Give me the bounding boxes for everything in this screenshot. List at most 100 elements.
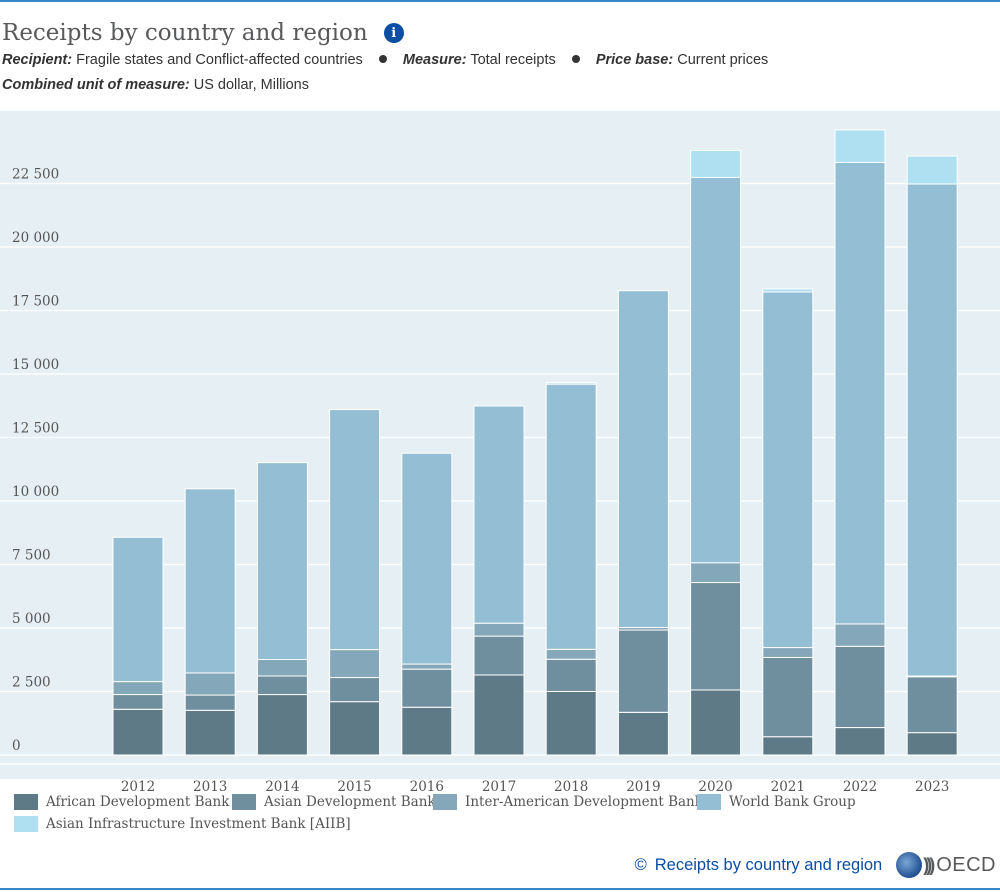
bar-segment (906, 732, 958, 756)
bar-segment (329, 701, 381, 756)
x-tick-label: 2017 (482, 779, 516, 792)
bar-segment (545, 658, 597, 693)
bar-segment (256, 658, 308, 677)
bar-segment (617, 711, 669, 756)
x-tick-label: 2019 (626, 779, 660, 792)
recipient-label: Recipient: (2, 52, 73, 68)
y-tick-label: 20 000 (12, 230, 59, 246)
bar-segment (690, 562, 742, 584)
bar-segment (401, 668, 453, 708)
bar-segment (401, 663, 453, 670)
x-tick-label: 2016 (410, 779, 444, 792)
y-tick-label: 12 500 (12, 421, 59, 437)
info-icon[interactable]: i (383, 23, 404, 43)
bar-segment (690, 582, 742, 691)
bar-segment (617, 629, 669, 713)
bar-segment (401, 452, 453, 665)
separator-dot (571, 55, 580, 64)
chart: 0 2 500 5 000 7 500 10 000 12 500 15 000 17 500… (0, 111, 1000, 792)
bar-segment (762, 291, 814, 649)
bar-segment (256, 675, 308, 696)
bar-segment (184, 709, 236, 756)
y-tick-label: 7 500 (12, 548, 51, 564)
price-base-value: Current prices (677, 52, 769, 68)
y-tick-label: 5 000 (12, 611, 51, 627)
legend-item[interactable]: Inter-American Development Bank (433, 794, 703, 810)
oecd-logo: ))) OECD (896, 852, 996, 878)
bar-segment (112, 536, 164, 683)
bar-segment (906, 183, 958, 677)
unit-value: US dollar, Millions (193, 77, 309, 93)
bar-segment (834, 129, 886, 163)
bar-segment (256, 462, 308, 660)
price-base-label: Price base: (595, 52, 674, 68)
x-tick-label: 2013 (193, 779, 227, 792)
top-rule (0, 0, 1000, 2)
bar-segment (834, 645, 886, 729)
bar-segment (112, 694, 164, 710)
bar-segment (690, 689, 742, 756)
chart-subtitle-line-1: Recipient: Fragile states and Conflict-a… (2, 52, 768, 68)
legend-item[interactable]: Asian Development Bank (232, 794, 436, 810)
bar-segment (112, 708, 164, 756)
y-tick-label: 0 (12, 738, 21, 754)
legend-label: World Bank Group (729, 794, 856, 810)
logo-text: OECD (936, 853, 996, 876)
bar-segment (906, 155, 958, 185)
source-link-text: Receipts by country and region (654, 855, 883, 874)
bar-segment (762, 288, 814, 293)
bar-segment (906, 676, 958, 734)
bar-segment (184, 672, 236, 696)
bar-segment (401, 706, 453, 756)
bar-segment (184, 694, 236, 711)
x-tick-label: 2020 (698, 779, 732, 792)
bar-segment (834, 727, 886, 756)
y-tick-label: 10 000 (12, 484, 59, 500)
logo-arcs: ))) (923, 854, 935, 875)
bar-segment (329, 677, 381, 703)
title-row: Receipts by country and region i (2, 16, 404, 50)
bar-segment (112, 681, 164, 696)
bar-segment (545, 382, 597, 385)
source-link[interactable]: © Receipts by country and region (635, 856, 883, 875)
legend-item[interactable]: Asian Infrastructure Investment Bank [AI… (14, 816, 351, 832)
y-tick-label: 22 500 (12, 167, 59, 183)
bar-segment (473, 405, 525, 624)
bar-segment (762, 647, 814, 658)
bar-segment (690, 149, 742, 178)
bar-segment (329, 649, 381, 679)
legend-swatch (433, 794, 457, 810)
bar-segment (473, 674, 525, 756)
legend-label: African Development Bank (46, 794, 230, 810)
bar-segment (473, 635, 525, 676)
bar-segment (834, 623, 886, 647)
legend-label: Inter-American Development Bank (465, 794, 703, 810)
bar-segment (834, 161, 886, 625)
bar-segment (762, 656, 814, 738)
footer: © Receipts by country and region ))) OECD (635, 852, 996, 878)
bar-segment (256, 694, 308, 756)
legend-label: Asian Development Bank (264, 794, 436, 810)
separator-dot (378, 55, 387, 64)
legend-label: Asian Infrastructure Investment Bank [AI… (46, 816, 351, 832)
unit-label: Combined unit of measure: (2, 77, 190, 93)
bottom-rule (0, 888, 1000, 890)
x-tick-label: 2021 (771, 779, 805, 792)
bar-segment (329, 409, 381, 651)
x-tick-label: 2014 (265, 779, 299, 792)
legend-item[interactable]: World Bank Group (697, 794, 856, 810)
y-tick-label: 15 000 (12, 357, 59, 373)
measure-label: Measure: (402, 52, 467, 68)
x-tick-label: 2015 (337, 779, 371, 792)
legend-item[interactable]: African Development Bank (14, 794, 229, 810)
globe-icon (896, 852, 923, 878)
bar-segment (545, 648, 597, 660)
bar-segment (473, 622, 525, 637)
legend-swatch (232, 794, 256, 810)
x-tick-label: 2022 (843, 779, 877, 792)
bar-segment (184, 488, 236, 674)
measure-value: Total receipts (470, 52, 556, 68)
copyright-symbol: © (634, 855, 647, 874)
x-tick-label: 2018 (554, 779, 588, 792)
y-tick-label: 2 500 (12, 675, 51, 691)
